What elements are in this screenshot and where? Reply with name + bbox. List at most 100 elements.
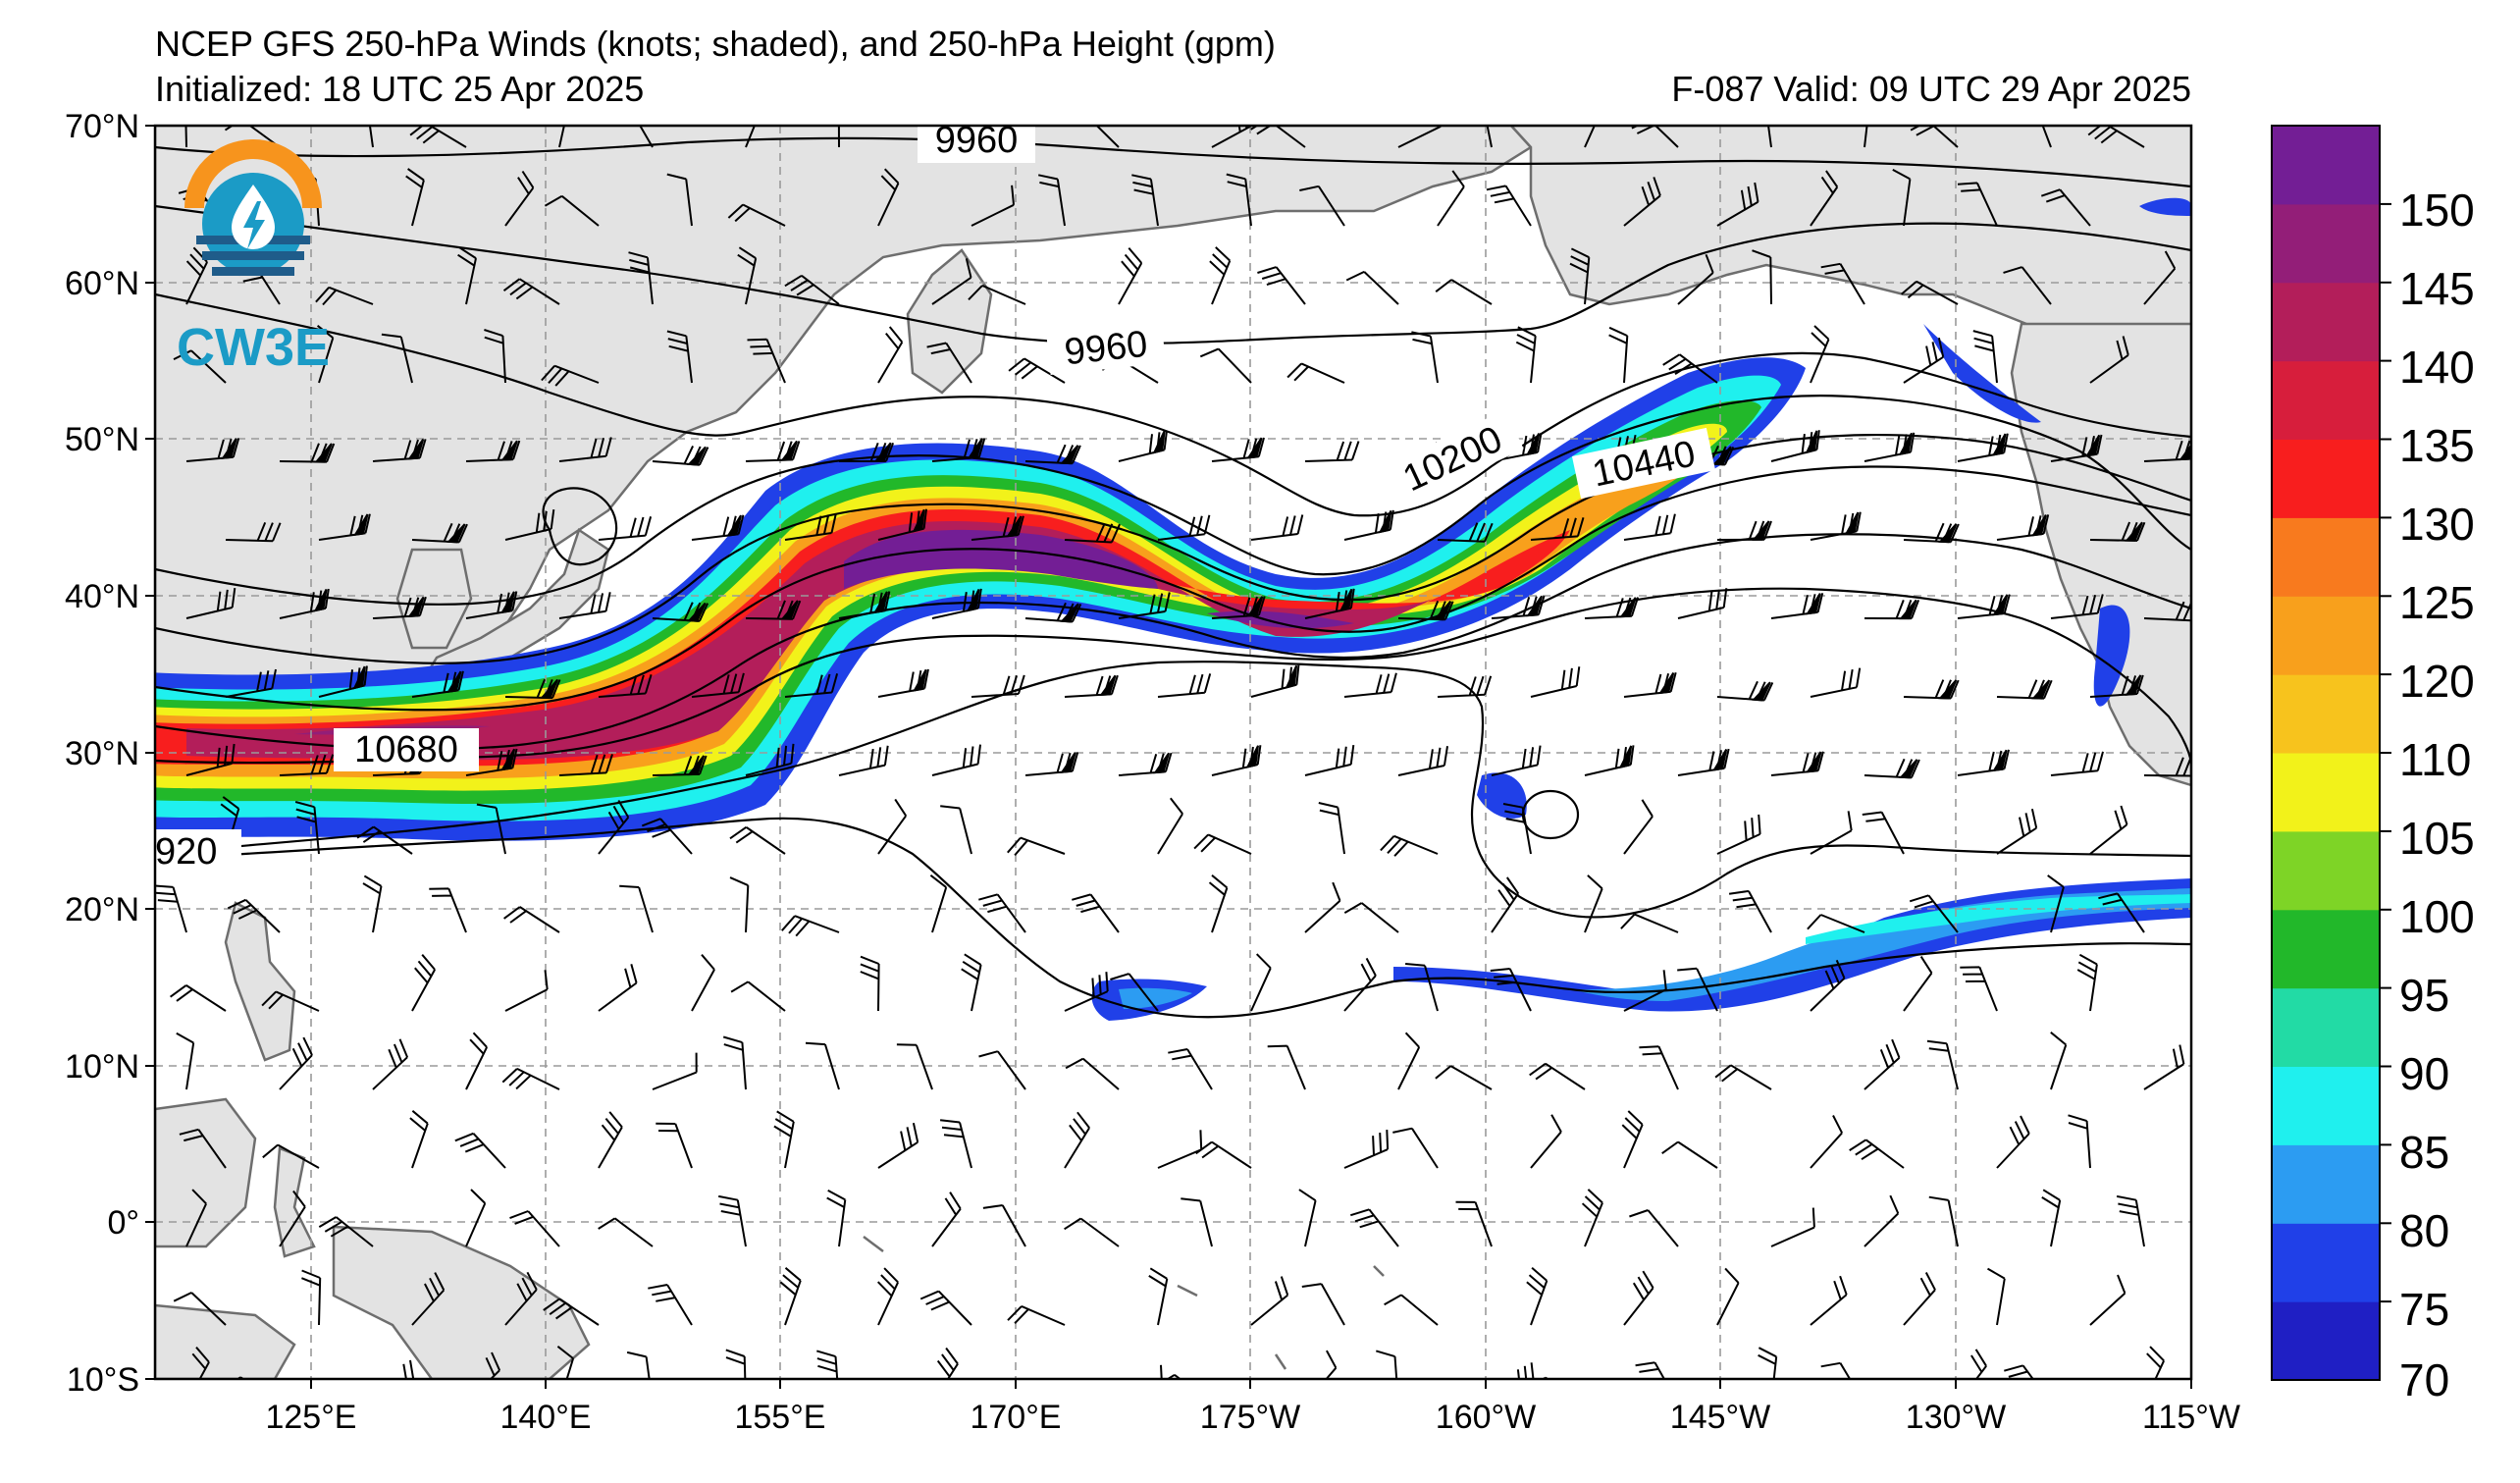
wind-barb bbox=[409, 126, 467, 148]
wind-barb bbox=[626, 1351, 651, 1379]
wind-barb bbox=[541, 364, 600, 387]
wind-barb-pennant bbox=[1618, 745, 1633, 769]
wind-barb-pennant bbox=[2125, 521, 2143, 542]
wind-barb bbox=[179, 1128, 227, 1169]
wind-barb bbox=[1770, 430, 1820, 462]
wind-barb bbox=[1810, 511, 1862, 541]
wind-barb bbox=[372, 1038, 409, 1090]
wind-barb bbox=[1304, 441, 1360, 462]
lon-label-115w: 115°W bbox=[2142, 1399, 2240, 1436]
wind-barb bbox=[1996, 514, 2050, 541]
wind-barb bbox=[1996, 679, 2053, 700]
colorbar-swatch bbox=[2272, 517, 2380, 597]
wind-barb bbox=[784, 274, 840, 305]
wind-barb-pennant bbox=[1285, 664, 1298, 689]
wind-barb bbox=[279, 754, 335, 776]
contour-10200 bbox=[155, 395, 2191, 606]
wind-barb bbox=[1864, 432, 1916, 462]
wind-barb bbox=[509, 1210, 560, 1247]
wind-barb bbox=[279, 443, 336, 463]
wind-barb-pennant bbox=[1899, 599, 1917, 620]
wind-barb bbox=[896, 1043, 933, 1090]
wind-barb bbox=[1024, 444, 1081, 465]
wind-barb bbox=[227, 898, 281, 933]
wind-barb bbox=[1623, 672, 1677, 698]
wind-barb bbox=[2076, 953, 2098, 1012]
wind-barb bbox=[1110, 973, 1159, 1012]
wind-barb bbox=[501, 1068, 560, 1090]
wind-barb-pennant bbox=[2031, 679, 2051, 700]
wind-barb bbox=[978, 1050, 1026, 1090]
colorbar-label-105: 105 bbox=[2399, 813, 2475, 864]
wind-barb bbox=[919, 1290, 972, 1326]
lat-label-20n: 20°N bbox=[65, 891, 139, 928]
wind-barb bbox=[1405, 963, 1439, 1012]
wind-barb bbox=[2143, 1044, 2185, 1090]
wind-barb bbox=[2047, 874, 2065, 933]
wind-barb bbox=[598, 674, 653, 698]
wind-barb bbox=[1530, 517, 1585, 541]
wind-barb bbox=[1095, 126, 1120, 148]
wind-barb bbox=[1584, 745, 1635, 776]
wind-barb bbox=[691, 514, 745, 541]
wind-barb bbox=[1392, 1127, 1439, 1169]
wind-barb bbox=[457, 246, 477, 305]
wind-barb bbox=[1304, 588, 1355, 619]
wind-barb bbox=[1623, 177, 1661, 227]
wind-barb bbox=[1343, 1130, 1390, 1169]
wind-barb bbox=[2089, 805, 2128, 855]
wind-barb bbox=[1301, 1283, 1345, 1326]
wind-barb bbox=[1584, 597, 1640, 619]
wind-barb bbox=[1304, 881, 1341, 933]
wind-barb-pennant bbox=[1526, 595, 1544, 617]
wind-barb bbox=[356, 825, 413, 855]
wind-barb bbox=[1211, 745, 1262, 776]
lon-label-170e: 170°E bbox=[970, 1399, 1061, 1436]
wind-barb bbox=[968, 284, 1026, 305]
colorbar-label-70: 70 bbox=[2399, 1354, 2449, 1405]
gulf-alaska-blob bbox=[2139, 197, 2191, 216]
wind-barb bbox=[1631, 126, 1679, 148]
wind-barb bbox=[1928, 1195, 1959, 1247]
wind-barb bbox=[368, 126, 374, 148]
wind-barb bbox=[978, 893, 1026, 933]
wind-barb bbox=[691, 954, 715, 1012]
wind-barb bbox=[718, 1194, 747, 1247]
wind-barb bbox=[1810, 325, 1830, 384]
wind-barb bbox=[173, 349, 227, 384]
wind-barb bbox=[1064, 1217, 1120, 1247]
wind-barb bbox=[429, 887, 467, 933]
wind-barb bbox=[1193, 833, 1252, 855]
wind-barb bbox=[558, 126, 565, 148]
wind-barb bbox=[1864, 758, 1920, 779]
wind-barb bbox=[971, 185, 1015, 227]
wind-barb bbox=[656, 1122, 693, 1169]
wind-barb bbox=[1621, 1110, 1644, 1169]
wind-barb bbox=[1250, 514, 1304, 541]
logo-orange-arc bbox=[184, 139, 322, 209]
wind-barb bbox=[1131, 174, 1159, 227]
wind-barb bbox=[1864, 1194, 1900, 1247]
wind-barb bbox=[170, 984, 227, 1012]
wind-barb bbox=[784, 673, 839, 698]
wind-barb bbox=[485, 1351, 501, 1379]
colorbar-label-85: 85 bbox=[2399, 1127, 2449, 1178]
wind-barb bbox=[1491, 745, 1542, 776]
wind-barb bbox=[2041, 126, 2052, 148]
stj-85kt-band bbox=[1570, 888, 2191, 1001]
wind-barb bbox=[225, 668, 277, 698]
jet-150kt-core bbox=[844, 529, 1158, 589]
colorbar-swatch bbox=[2272, 360, 2380, 440]
wind-barb-pennant bbox=[1938, 679, 1958, 700]
wind-barb bbox=[2089, 674, 2144, 698]
init-time: Initialized: 18 UTC 25 Apr 2025 bbox=[155, 69, 645, 109]
wind-barb-pennant bbox=[2085, 434, 2101, 457]
wind-barb bbox=[1901, 280, 1959, 305]
wind-barb bbox=[1996, 808, 2038, 855]
wind-barb bbox=[1903, 337, 1945, 384]
latitude-labels: 70°N 60°N 50°N 40°N 30°N 20°N 10°N 0° 10… bbox=[65, 108, 139, 1399]
wind-barb-pennant bbox=[1658, 672, 1675, 695]
wind-barb bbox=[926, 342, 972, 384]
wind-barb bbox=[1530, 1114, 1562, 1169]
wind-barb bbox=[1728, 889, 1772, 933]
